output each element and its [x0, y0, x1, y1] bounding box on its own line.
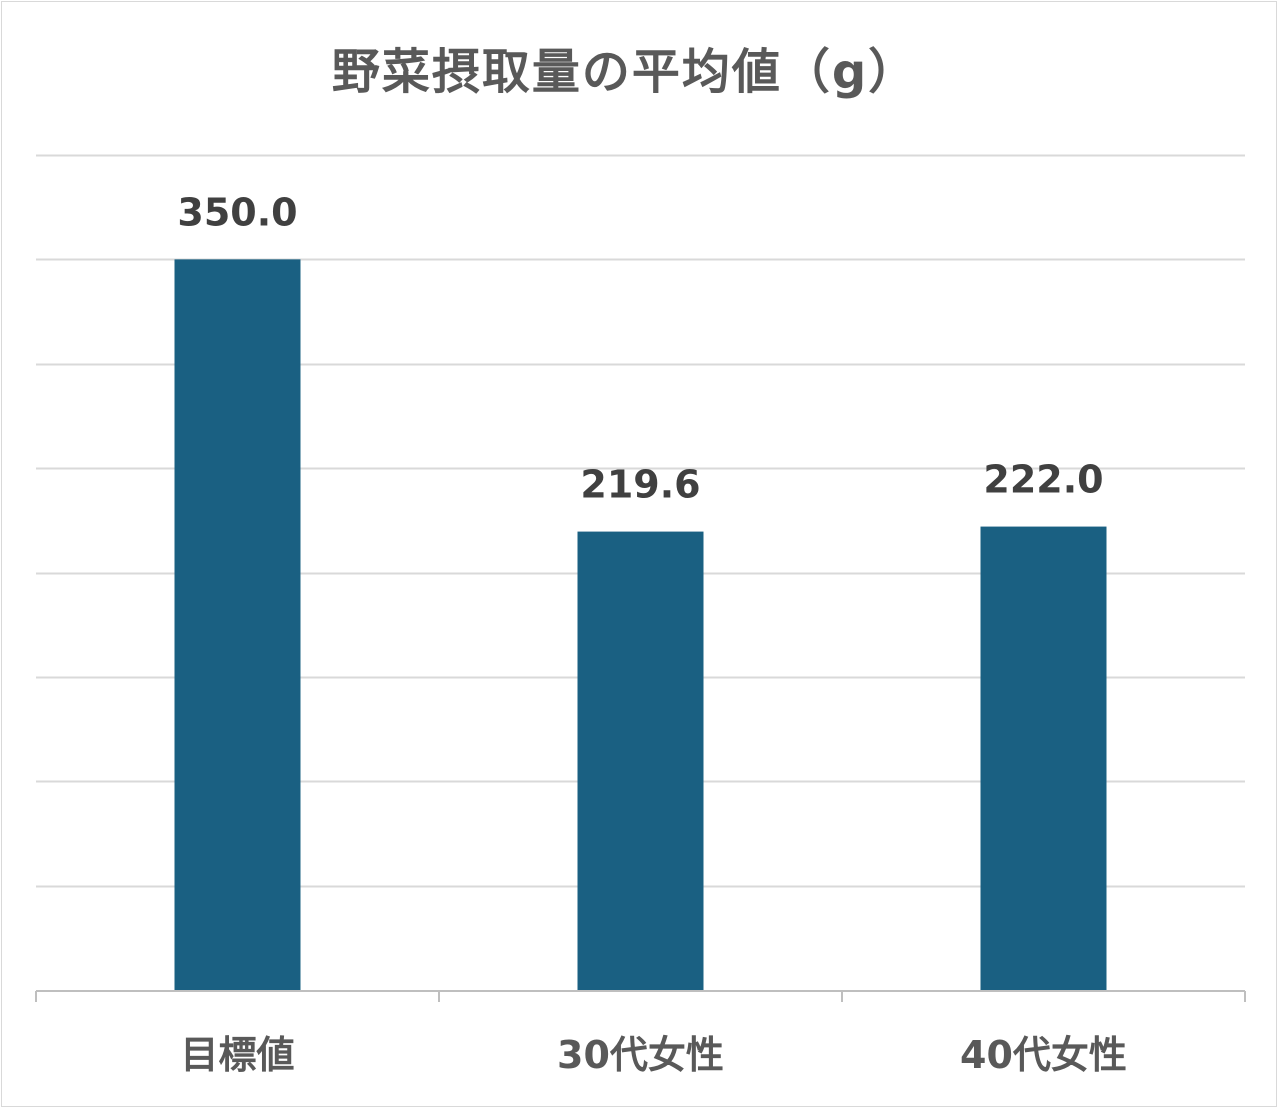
x-tick-label: 目標値	[180, 1033, 294, 1077]
x-axis	[35, 990, 1246, 1002]
bar	[174, 259, 301, 990]
labels: 350.0 目標値 219.6 30代女性 222.0 40代女性	[177, 190, 1127, 1077]
data-label: 219.6	[580, 463, 700, 507]
x-tick-label: 40代女性	[960, 1033, 1127, 1077]
chart-title: 野菜摂取量の平均値（g）	[331, 44, 919, 100]
bar	[577, 531, 704, 990]
data-label: 350.0	[177, 190, 297, 234]
bars	[174, 259, 1107, 990]
bar	[980, 526, 1107, 990]
x-tick-label: 30代女性	[557, 1033, 724, 1077]
data-label: 222.0	[983, 458, 1103, 502]
